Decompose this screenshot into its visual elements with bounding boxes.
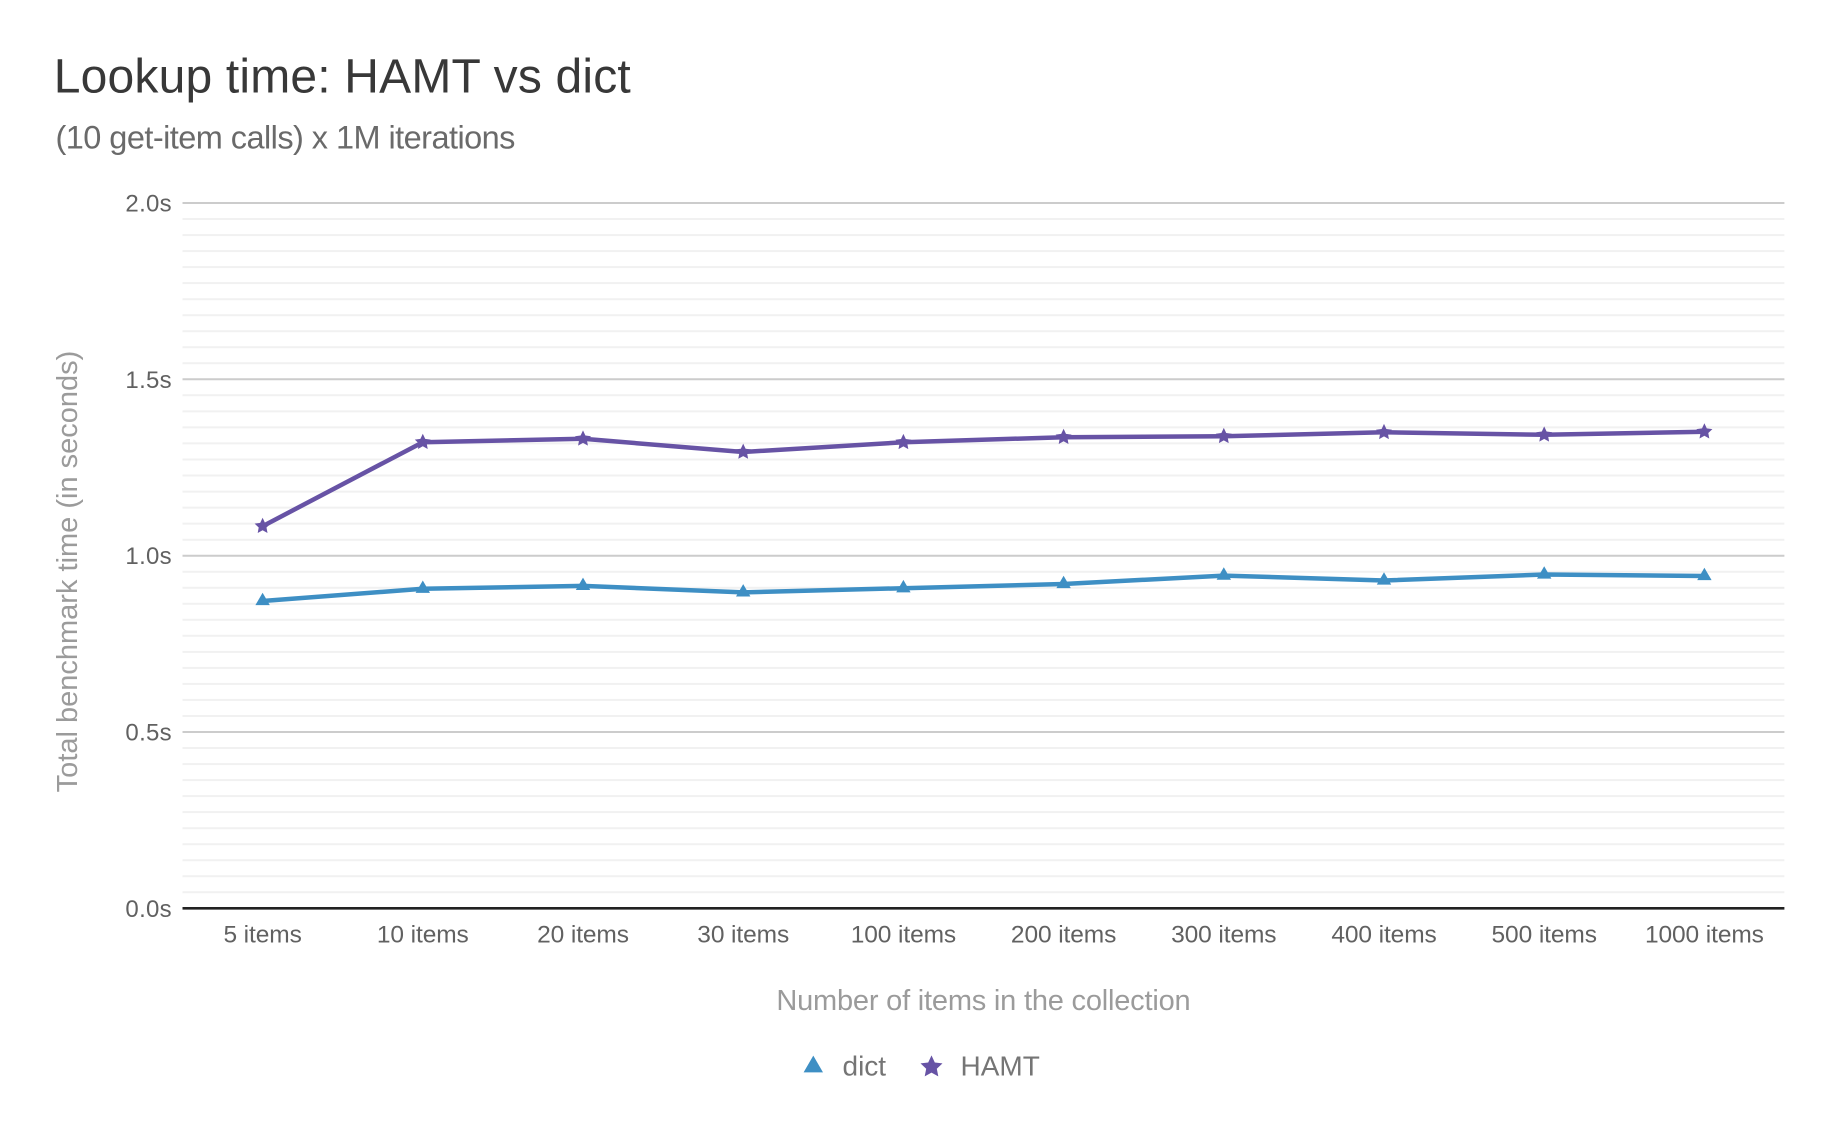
svg-text:dict: dict — [843, 1051, 887, 1082]
svg-text:1.0s: 1.0s — [125, 543, 172, 570]
svg-text:(10 get-item calls) x 1M itera: (10 get-item calls) x 1M iterations — [56, 120, 516, 156]
svg-text:0.0s: 0.0s — [125, 896, 172, 923]
svg-text:400 items: 400 items — [1331, 922, 1436, 949]
svg-text:Number of items in the collect: Number of items in the collection — [776, 985, 1190, 1017]
svg-text:30 items: 30 items — [697, 922, 789, 949]
svg-text:HAMT: HAMT — [961, 1051, 1040, 1082]
svg-text:100 items: 100 items — [851, 922, 956, 949]
svg-text:Lookup time: HAMT vs dict: Lookup time: HAMT vs dict — [54, 51, 631, 104]
svg-text:500 items: 500 items — [1492, 922, 1597, 949]
svg-text:10 items: 10 items — [377, 922, 469, 949]
svg-text:2.0s: 2.0s — [125, 191, 172, 218]
svg-text:20 items: 20 items — [537, 922, 629, 949]
svg-text:200 items: 200 items — [1011, 922, 1116, 949]
svg-text:300 items: 300 items — [1171, 922, 1276, 949]
svg-text:1.5s: 1.5s — [125, 367, 172, 394]
svg-text:Total benchmark time (in secon: Total benchmark time (in seconds) — [52, 351, 84, 793]
svg-text:5 items: 5 items — [223, 922, 301, 949]
svg-text:0.5s: 0.5s — [125, 720, 172, 747]
svg-text:1000 items: 1000 items — [1645, 922, 1764, 949]
